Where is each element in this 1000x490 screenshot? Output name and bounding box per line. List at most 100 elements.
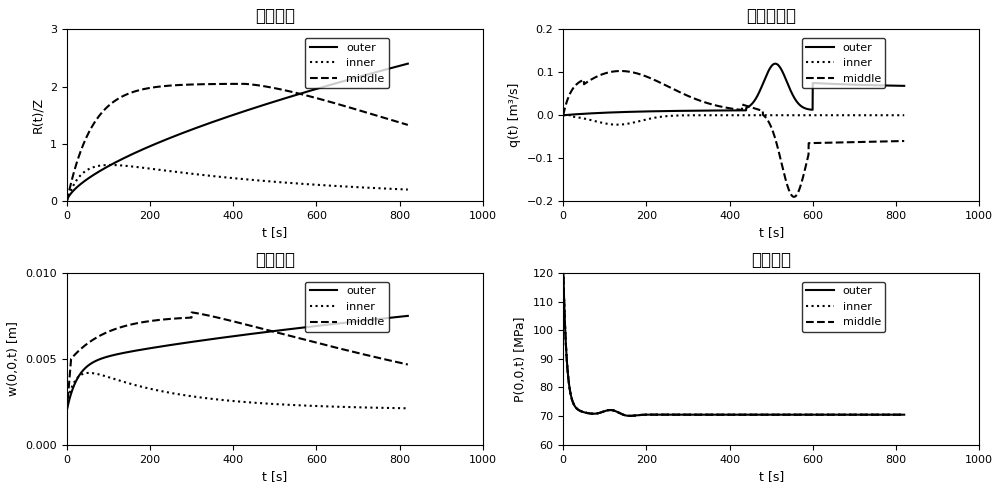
middle [392, 359, 404, 365]
outer [329, 321, 341, 327]
outer [392, 63, 404, 69]
Line: middle: middle [67, 84, 408, 201]
Line: outer: outer [67, 316, 408, 411]
Y-axis label: R(t)/Z: R(t)/Z [31, 97, 44, 133]
outer [888, 412, 900, 417]
outer [557, 112, 569, 118]
X-axis label: t [s]: t [s] [262, 226, 287, 240]
outer [329, 80, 341, 86]
middle [714, 103, 726, 109]
inner [61, 401, 73, 407]
outer [402, 61, 414, 67]
outer [714, 107, 726, 113]
Line: middle: middle [67, 313, 408, 411]
inner [714, 112, 726, 118]
outer [888, 83, 900, 89]
middle [236, 81, 248, 87]
inner [888, 412, 900, 417]
Line: outer: outer [563, 266, 904, 416]
inner [330, 404, 342, 410]
middle [402, 122, 414, 128]
outer [826, 412, 838, 417]
middle [330, 344, 342, 350]
inner [624, 413, 636, 419]
inner [557, 112, 569, 118]
inner [402, 187, 414, 193]
inner [330, 183, 342, 189]
inner [557, 263, 569, 269]
outer [392, 63, 404, 69]
outer [402, 313, 414, 319]
outer [898, 412, 910, 417]
outer [227, 333, 239, 339]
outer [557, 263, 569, 269]
inner [888, 412, 900, 417]
Y-axis label: P(0,0,t) [MPa]: P(0,0,t) [MPa] [514, 316, 527, 402]
Y-axis label: q(t) [m³/s]: q(t) [m³/s] [508, 83, 521, 147]
middle [218, 81, 230, 87]
outer [392, 314, 404, 320]
X-axis label: t [s]: t [s] [759, 470, 784, 483]
inner [392, 405, 404, 411]
outer [78, 178, 90, 184]
inner [723, 412, 735, 417]
X-axis label: t [s]: t [s] [759, 226, 784, 240]
middle [78, 343, 90, 349]
Y-axis label: w(0,0,t) [m]: w(0,0,t) [m] [7, 321, 20, 396]
middle [898, 412, 910, 417]
Legend: outer, inner, middle: outer, inner, middle [305, 38, 389, 88]
middle [624, 413, 636, 419]
middle [888, 412, 900, 417]
middle [888, 138, 900, 144]
inner [227, 398, 239, 404]
Line: inner: inner [67, 373, 408, 408]
inner [611, 122, 623, 127]
Line: middle: middle [563, 71, 904, 197]
Line: inner: inner [563, 115, 904, 124]
inner [104, 162, 116, 168]
inner [898, 112, 910, 118]
inner [392, 405, 404, 411]
outer [227, 112, 239, 118]
middle [723, 412, 735, 417]
Title: 裂缝半径: 裂缝半径 [255, 7, 295, 25]
outer [888, 412, 900, 417]
inner [575, 115, 587, 121]
middle [330, 100, 342, 106]
inner [392, 186, 404, 192]
inner [888, 112, 900, 118]
Legend: outer, inner, middle: outer, inner, middle [305, 282, 389, 332]
inner [826, 112, 838, 118]
Line: outer: outer [67, 64, 408, 201]
middle [889, 138, 901, 144]
inner [402, 405, 414, 411]
middle [78, 139, 90, 145]
inner [218, 174, 230, 180]
middle [392, 119, 404, 125]
middle [615, 68, 627, 74]
middle [227, 318, 239, 324]
outer [624, 413, 636, 419]
outer [723, 107, 735, 113]
inner [78, 169, 90, 175]
outer [78, 366, 90, 372]
middle [392, 119, 404, 125]
middle [557, 112, 569, 118]
outer [769, 61, 781, 67]
middle [826, 412, 838, 417]
middle [888, 412, 900, 417]
middle [392, 360, 404, 366]
outer [218, 335, 230, 341]
middle [186, 310, 198, 316]
inner [392, 186, 404, 192]
inner [83, 370, 95, 376]
Line: inner: inner [67, 165, 408, 201]
X-axis label: t [s]: t [s] [262, 470, 287, 483]
Title: 井筒压力: 井筒压力 [751, 250, 791, 269]
middle [575, 408, 587, 414]
inner [575, 408, 587, 414]
middle [61, 198, 73, 204]
middle [227, 81, 239, 87]
middle [788, 194, 800, 200]
middle [218, 316, 230, 322]
